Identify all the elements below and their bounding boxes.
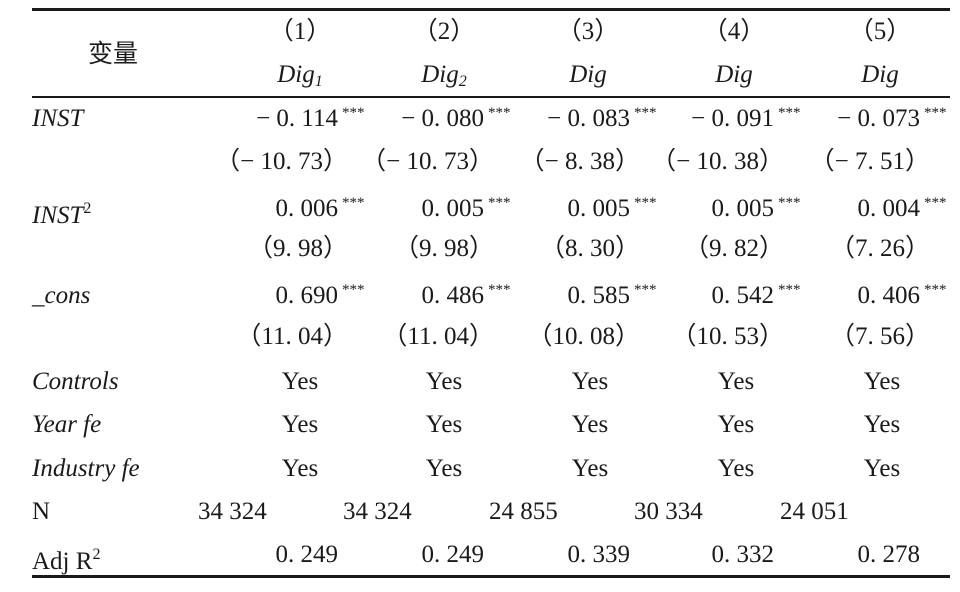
row-label-constant: _cons — [32, 282, 91, 309]
significance-stars: *** — [924, 195, 947, 211]
column-number: （5） — [848, 18, 912, 45]
column-dependent-variable: Dig — [569, 61, 607, 88]
adj-r2-cell: 0. 249 — [421, 541, 485, 568]
n-cell: 24 855 — [489, 498, 558, 525]
t-stat-cell: （7. 56） — [829, 323, 930, 350]
column-number: （3） — [556, 18, 620, 45]
coef-cell: − 0. 080 *** — [336, 104, 510, 134]
t-stat-cell: （− 10. 73） — [215, 148, 348, 175]
column-number: （2） — [412, 18, 476, 45]
row-label-inst-squared: INST2 — [32, 200, 92, 229]
coef-cell: 0. 004 *** — [772, 194, 947, 224]
row-label-n: N — [32, 498, 51, 525]
row-label-year-fe: Year fe — [32, 411, 102, 438]
n-cell: 30 334 — [634, 498, 703, 525]
yes-cell: Yes — [281, 368, 319, 395]
significance-stars: *** — [778, 195, 801, 211]
yes-cell: Yes — [425, 455, 463, 482]
significance-stars: *** — [634, 195, 657, 211]
significance-stars: *** — [342, 195, 365, 211]
coef-cell: 0. 005 *** — [482, 194, 657, 224]
variable-header: 变量 — [88, 41, 139, 68]
coef-cell: 0. 005 *** — [336, 194, 511, 224]
bottom-rule — [32, 575, 950, 578]
coef-cell: − 0. 073 *** — [772, 104, 946, 134]
t-stat-cell: （− 8. 38） — [519, 148, 640, 175]
significance-stars: *** — [924, 105, 947, 121]
yes-cell: Yes — [425, 411, 463, 438]
row-label-controls: Controls — [32, 368, 119, 395]
t-stat-cell: （− 10. 38） — [651, 148, 784, 175]
n-cell: 34 324 — [198, 498, 267, 525]
row-label-inst: INST — [32, 105, 84, 132]
significance-stars: *** — [924, 282, 947, 298]
n-cell: 24 051 — [780, 498, 849, 525]
column-dependent-variable: Dig2 — [421, 61, 467, 90]
n-cell: 34 324 — [343, 498, 412, 525]
t-stat-cell: （11. 04） — [382, 323, 494, 350]
coef-cell: 0. 690 *** — [190, 281, 365, 311]
t-stat-cell: （9. 98） — [247, 235, 348, 262]
significance-stars: *** — [634, 282, 657, 298]
yes-cell: Yes — [571, 455, 609, 482]
t-stat-cell: （− 7. 51） — [809, 148, 930, 175]
adj-r2-cell: 0. 332 — [711, 541, 775, 568]
coef-cell: 0. 406 *** — [772, 281, 947, 311]
t-stat-cell: （11. 04） — [236, 323, 348, 350]
significance-stars: *** — [342, 282, 365, 298]
yes-cell: Yes — [863, 411, 901, 438]
t-stat-cell: （8. 30） — [539, 235, 640, 262]
yes-cell: Yes — [281, 411, 319, 438]
coef-cell: − 0. 083 *** — [482, 104, 656, 134]
coef-cell: − 0. 091 *** — [626, 104, 800, 134]
t-stat-cell: （9. 82） — [683, 235, 784, 262]
column-number: （1） — [268, 18, 332, 45]
significance-stars: *** — [488, 282, 511, 298]
t-stat-cell: （7. 26） — [829, 235, 930, 262]
coef-cell: 0. 585 *** — [482, 281, 657, 311]
coef-cell: 0. 005 *** — [626, 194, 801, 224]
column-dependent-variable: Dig1 — [277, 61, 323, 90]
top-rule — [32, 8, 950, 11]
row-label-adj-r2: Adj R2 — [32, 546, 101, 575]
yes-cell: Yes — [281, 455, 319, 482]
yes-cell: Yes — [571, 411, 609, 438]
yes-cell: Yes — [863, 368, 901, 395]
yes-cell: Yes — [571, 368, 609, 395]
coef-cell: 0. 486 *** — [336, 281, 511, 311]
yes-cell: Yes — [863, 455, 901, 482]
coef-cell: 0. 542 *** — [626, 281, 801, 311]
yes-cell: Yes — [717, 368, 755, 395]
column-dependent-variable: Dig — [861, 61, 899, 88]
significance-stars: *** — [778, 282, 801, 298]
yes-cell: Yes — [717, 411, 755, 438]
column-number: （4） — [702, 18, 766, 45]
adj-r2-cell: 0. 339 — [567, 541, 631, 568]
yes-cell: Yes — [717, 455, 755, 482]
adj-r2-cell: 0. 249 — [275, 541, 339, 568]
coef-cell: 0. 006 *** — [190, 194, 365, 224]
row-label-industry-fe: Industry fe — [32, 455, 140, 482]
t-stat-cell: （10. 53） — [671, 323, 784, 350]
column-dependent-variable: Dig — [715, 61, 753, 88]
significance-stars: *** — [634, 105, 657, 121]
t-stat-cell: （10. 08） — [527, 323, 640, 350]
header-rule — [32, 96, 950, 98]
significance-stars: *** — [488, 195, 511, 211]
significance-stars: *** — [488, 105, 511, 121]
t-stat-cell: （9. 98） — [393, 235, 494, 262]
yes-cell: Yes — [425, 368, 463, 395]
significance-stars: *** — [342, 105, 365, 121]
t-stat-cell: （− 10. 73） — [361, 148, 494, 175]
coef-cell: − 0. 114 *** — [190, 104, 364, 134]
significance-stars: *** — [778, 105, 801, 121]
adj-r2-cell: 0. 278 — [857, 541, 921, 568]
